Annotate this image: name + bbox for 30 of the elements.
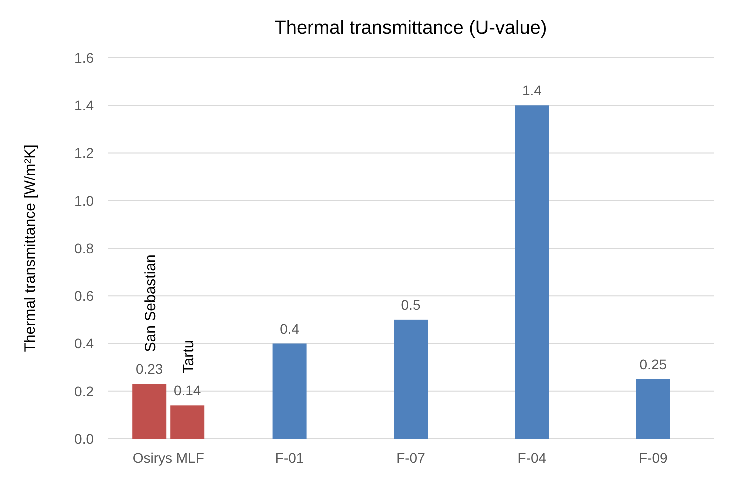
bar [132, 384, 167, 439]
bar [636, 379, 670, 439]
data-label: 1.4 [522, 82, 542, 99]
y-tick-label: 0.8 [74, 240, 94, 256]
x-tick-label: F-01 [275, 450, 304, 466]
x-tick-label: F-07 [396, 450, 426, 466]
data-label: 0.4 [280, 320, 300, 337]
bar [272, 344, 307, 439]
data-label: 0.5 [401, 296, 421, 313]
chart-title: Thermal transmittance (U-value) [274, 18, 548, 39]
x-tick-label: Osirys MLF [132, 450, 204, 466]
data-label: 0.25 [640, 356, 668, 372]
y-axis-title: Thermal transmittance [W/m²K] [22, 144, 39, 352]
x-tick-label: F-09 [639, 450, 668, 466]
text: San Sebastian [142, 254, 160, 352]
y-tick-label: 1.4 [74, 98, 94, 114]
y-tick-label: 0.4 [74, 336, 94, 352]
y-tick-label: 1.2 [74, 145, 94, 162]
y-tick-label: 0.6 [74, 288, 94, 304]
bar [394, 320, 428, 439]
bar [170, 406, 205, 439]
data-label: 0.23 [136, 361, 164, 378]
data-label: 0.14 [174, 382, 202, 399]
x-tick-label: F-04 [518, 450, 547, 466]
bar [515, 106, 550, 439]
y-tick-label: 1.6 [74, 50, 94, 66]
text: Tartu [180, 340, 198, 374]
y-tick-label: 0.2 [74, 383, 94, 400]
y-tick-label: 1.0 [74, 192, 94, 209]
y-tick-label: 0.0 [74, 430, 94, 447]
